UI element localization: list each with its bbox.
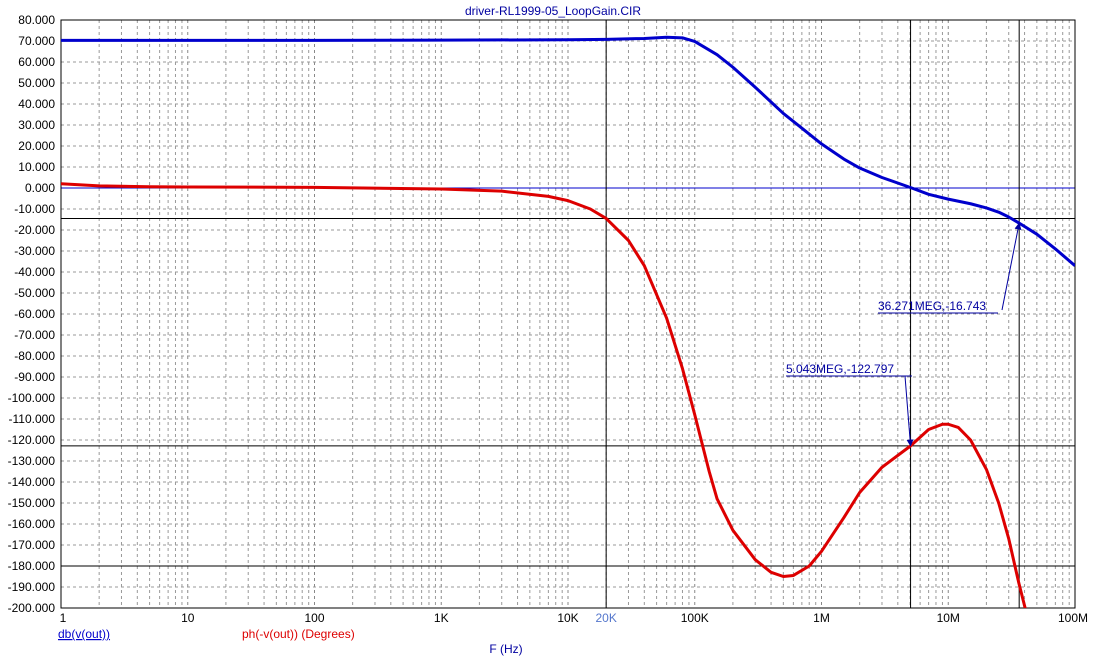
x-tick-label: 1 [60, 611, 67, 625]
y-tick-label: -100.000 [8, 391, 56, 405]
annotation-arrow [904, 375, 914, 447]
y-tick-label: 50.000 [18, 76, 55, 90]
y-tick-label: 40.000 [18, 97, 55, 111]
series-layer [61, 35, 1075, 608]
y-tick-label: -50.000 [14, 286, 55, 300]
y-tick-label: -120.000 [8, 433, 56, 447]
y-tick-label: -170.000 [8, 538, 56, 552]
y-tick-label: -200.000 [8, 601, 56, 615]
y-tick-label: -60.000 [14, 307, 55, 321]
y-tick-label: -20.000 [14, 223, 55, 237]
annotation-arrow [1001, 222, 1022, 311]
y-tick-label: -30.000 [14, 244, 55, 258]
legend-series-gain[interactable]: db(v(out)) [58, 627, 110, 641]
y-tick-label: -130.000 [8, 454, 56, 468]
annotation-label: 5.043MEG,-122.797 [786, 362, 894, 376]
legend-series-phase[interactable]: ph(-v(out)) (Degrees) [242, 627, 355, 641]
y-tick-label: -80.000 [14, 349, 55, 363]
x-tick-label: 100 [304, 611, 324, 625]
y-tick-label: -110.000 [9, 412, 56, 426]
series-line-gain [61, 35, 1075, 267]
y-tick-label: -140.000 [8, 475, 56, 489]
x-tick-label: 100K [681, 611, 709, 625]
x-tick-label: 10M [937, 611, 960, 625]
y-tick-label: -10.000 [14, 202, 55, 216]
y-tick-label: 0.000 [25, 181, 55, 195]
x-tick-label: 100M [1058, 611, 1088, 625]
y-tick-label: 80.000 [18, 13, 55, 27]
y-tick-label: 60.000 [18, 55, 55, 69]
grid [61, 20, 1075, 608]
x-tick-label: 1K [434, 611, 449, 625]
y-tick-label: 70.000 [18, 34, 55, 48]
y-tick-label: -70.000 [14, 328, 55, 342]
x-cursor-label: 20K [595, 611, 616, 625]
y-tick-label: -40.000 [14, 265, 55, 279]
y-tick-label: 20.000 [18, 139, 55, 153]
x-axis-label: F (Hz) [489, 642, 522, 656]
chart-title: driver-RL1999-05_LoopGain.CIR [465, 4, 641, 18]
y-tick-label: -180.000 [8, 559, 56, 573]
y-tick-label: 30.000 [18, 118, 55, 132]
y-tick-label: -160.000 [8, 517, 56, 531]
x-tick-label: 10K [557, 611, 578, 625]
y-tick-label: -90.000 [14, 370, 55, 384]
annotation-label: 36.271MEG,-16.743 [878, 299, 986, 313]
x-tick-labels: 1 10 100 1K 10K 100K 1M 10M 100M 20K [60, 611, 1088, 625]
y-tick-label: -150.000 [8, 496, 56, 510]
y-tick-label: 10.000 [18, 160, 55, 174]
x-tick-label: 1M [813, 611, 830, 625]
y-tick-labels: 80.000 70.000 60.000 50.000 40.000 30.000 20.0… [8, 13, 56, 615]
y-tick-label: -190.000 [8, 580, 56, 594]
plot-frame [60, 19, 1076, 609]
x-tick-label: 10 [181, 611, 195, 625]
annotations: 36.271MEG,-16.743 5.043MEG,-122.797 [786, 222, 1022, 447]
series-line-phase [61, 182, 1027, 608]
